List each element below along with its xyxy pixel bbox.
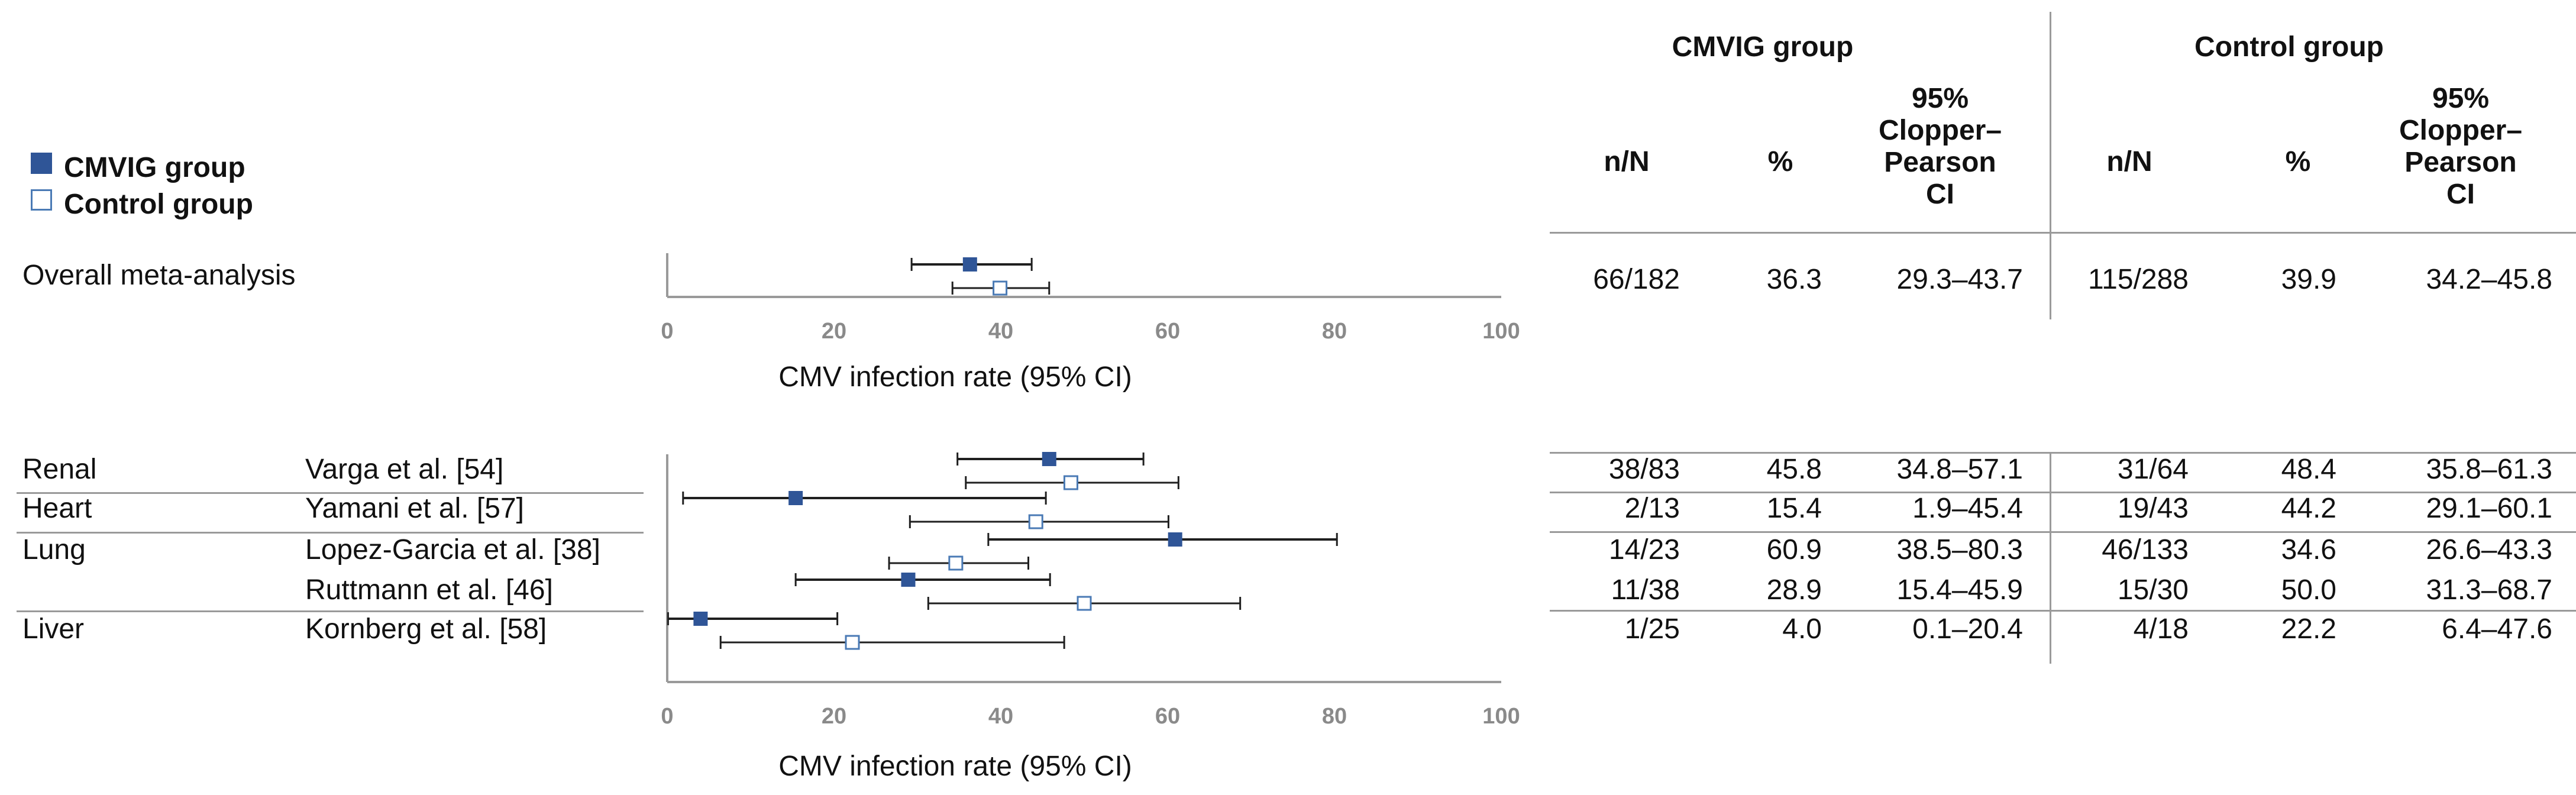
group-divider-bottom bbox=[2050, 453, 2051, 664]
study-control-ci: 31.3–68.7 bbox=[2426, 574, 2552, 606]
studies-chart-xlabel: CMV infection rate (95% CI) bbox=[778, 751, 1132, 782]
organ-label: Lung bbox=[22, 534, 86, 565]
x-tick-label: 100 bbox=[1482, 704, 1520, 729]
study-cmvig-nN: 11/38 bbox=[1611, 574, 1680, 606]
control-estimate-marker bbox=[1063, 475, 1078, 490]
study-cmvig-ci: 1.9–45.4 bbox=[1912, 493, 2023, 524]
cmvig-estimate-marker bbox=[1042, 452, 1056, 466]
control-estimate-marker bbox=[993, 280, 1008, 296]
study-control-pct: 44.2 bbox=[2281, 493, 2336, 524]
study-cmvig-nN: 1/25 bbox=[1624, 613, 1680, 645]
study-cmvig-ci: 38.5–80.3 bbox=[1896, 534, 2023, 565]
study-control-pct: 48.4 bbox=[2281, 454, 2336, 485]
header-cmvig-ci: 95% Clopper– Pearson CI bbox=[1878, 83, 2002, 210]
legend-cmvig-label: CMVIG group bbox=[64, 152, 245, 183]
overall-control-pct: 39.9 bbox=[2281, 264, 2336, 295]
cmvig-estimate-marker bbox=[1168, 532, 1182, 547]
legend-cmvig-swatch bbox=[31, 153, 52, 174]
header-control-pct: % bbox=[2285, 146, 2311, 177]
x-tick-label: 80 bbox=[1322, 704, 1347, 729]
overall-cmvig-ci: 29.3–43.7 bbox=[1896, 264, 2023, 295]
legend-control-label: Control group bbox=[64, 189, 253, 220]
x-tick-label: 100 bbox=[1482, 319, 1520, 344]
study-cmvig-ci: 34.8–57.1 bbox=[1896, 454, 2023, 485]
study-cmvig-pct: 15.4 bbox=[1766, 493, 1822, 524]
x-tick-label: 60 bbox=[1155, 319, 1180, 344]
header-control-nN: n/N bbox=[2106, 146, 2152, 177]
study-cmvig-ci: 15.4–45.9 bbox=[1896, 574, 2023, 606]
studies-top-rule bbox=[1550, 452, 2576, 454]
study-cmvig-ci: 0.1–20.4 bbox=[1912, 613, 2023, 645]
cmvig-estimate-marker bbox=[962, 257, 977, 272]
organ-separator bbox=[17, 610, 644, 612]
study-control-ci: 35.8–61.3 bbox=[2426, 454, 2552, 485]
organ-separator bbox=[17, 492, 644, 494]
study-cmvig-nN: 14/23 bbox=[1608, 534, 1680, 565]
study-control-pct: 50.0 bbox=[2281, 574, 2336, 606]
study-control-pct: 34.6 bbox=[2281, 534, 2336, 565]
overall-cmvig-nN: 66/182 bbox=[1593, 264, 1680, 295]
study-control-nN: 4/18 bbox=[2133, 613, 2189, 645]
study-control-ci: 6.4–47.6 bbox=[2442, 613, 2552, 645]
overall-label: Overall meta-analysis bbox=[22, 260, 296, 291]
study-control-nN: 19/43 bbox=[2117, 493, 2189, 524]
study-cmvig-nN: 2/13 bbox=[1624, 493, 1680, 524]
table-row-separator bbox=[1550, 610, 2576, 612]
study-label: Ruttmann et al. [46] bbox=[305, 574, 553, 606]
header-control-group: Control group bbox=[2194, 31, 2384, 63]
table-row-separator bbox=[1550, 492, 2576, 493]
organ-label: Renal bbox=[22, 454, 97, 485]
study-cmvig-pct: 4.0 bbox=[1782, 613, 1822, 645]
x-tick-label: 20 bbox=[822, 319, 846, 344]
table-row-separator bbox=[1550, 531, 2576, 533]
study-control-nN: 31/64 bbox=[2117, 454, 2189, 485]
organ-label: Liver bbox=[22, 613, 85, 645]
cmvig-estimate-marker bbox=[693, 612, 708, 626]
overall-control-ci: 34.2–45.8 bbox=[2426, 264, 2552, 295]
header-cmvig-group: CMVIG group bbox=[1672, 31, 1854, 63]
study-control-ci: 29.1–60.1 bbox=[2426, 493, 2552, 524]
study-label: Lopez-Garcia et al. [38] bbox=[305, 534, 600, 565]
study-label: Yamani et al. [57] bbox=[305, 493, 524, 524]
study-control-nN: 46/133 bbox=[2102, 534, 2189, 565]
x-tick-label: 40 bbox=[988, 704, 1013, 729]
x-tick-label: 60 bbox=[1155, 704, 1180, 729]
study-cmvig-pct: 60.9 bbox=[1766, 534, 1822, 565]
header-cmvig-nN: n/N bbox=[1604, 146, 1650, 177]
group-divider-top bbox=[2050, 12, 2051, 319]
x-tick-label: 80 bbox=[1322, 319, 1347, 344]
legend-control-swatch bbox=[31, 189, 52, 211]
control-estimate-marker bbox=[1028, 514, 1043, 529]
x-tick-label: 0 bbox=[661, 704, 673, 729]
x-tick-label: 20 bbox=[822, 704, 846, 729]
study-cmvig-pct: 28.9 bbox=[1766, 574, 1822, 606]
overall-control-nN: 115/288 bbox=[2088, 264, 2189, 295]
cmvig-estimate-marker bbox=[788, 491, 803, 505]
organ-separator bbox=[17, 532, 644, 534]
x-tick-label: 40 bbox=[988, 319, 1013, 344]
header-rule bbox=[1550, 232, 2576, 234]
x-tick-label: 0 bbox=[661, 319, 673, 344]
control-estimate-marker bbox=[1077, 596, 1092, 611]
study-control-ci: 26.6–43.3 bbox=[2426, 534, 2552, 565]
study-control-pct: 22.2 bbox=[2281, 613, 2336, 645]
header-cmvig-pct: % bbox=[1767, 146, 1793, 177]
study-cmvig-pct: 45.8 bbox=[1766, 454, 1822, 485]
cmvig-estimate-marker bbox=[901, 573, 916, 587]
overall-chart-xlabel: CMV infection rate (95% CI) bbox=[778, 361, 1132, 393]
study-label: Varga et al. [54] bbox=[305, 454, 504, 485]
control-estimate-marker bbox=[845, 635, 860, 650]
organ-label: Heart bbox=[22, 493, 92, 524]
header-control-ci: 95% Clopper– Pearson CI bbox=[2399, 83, 2523, 210]
study-control-nN: 15/30 bbox=[2117, 574, 2189, 606]
study-label: Kornberg et al. [58] bbox=[305, 613, 547, 645]
study-cmvig-nN: 38/83 bbox=[1608, 454, 1680, 485]
overall-cmvig-pct: 36.3 bbox=[1766, 264, 1822, 295]
control-estimate-marker bbox=[948, 555, 964, 571]
